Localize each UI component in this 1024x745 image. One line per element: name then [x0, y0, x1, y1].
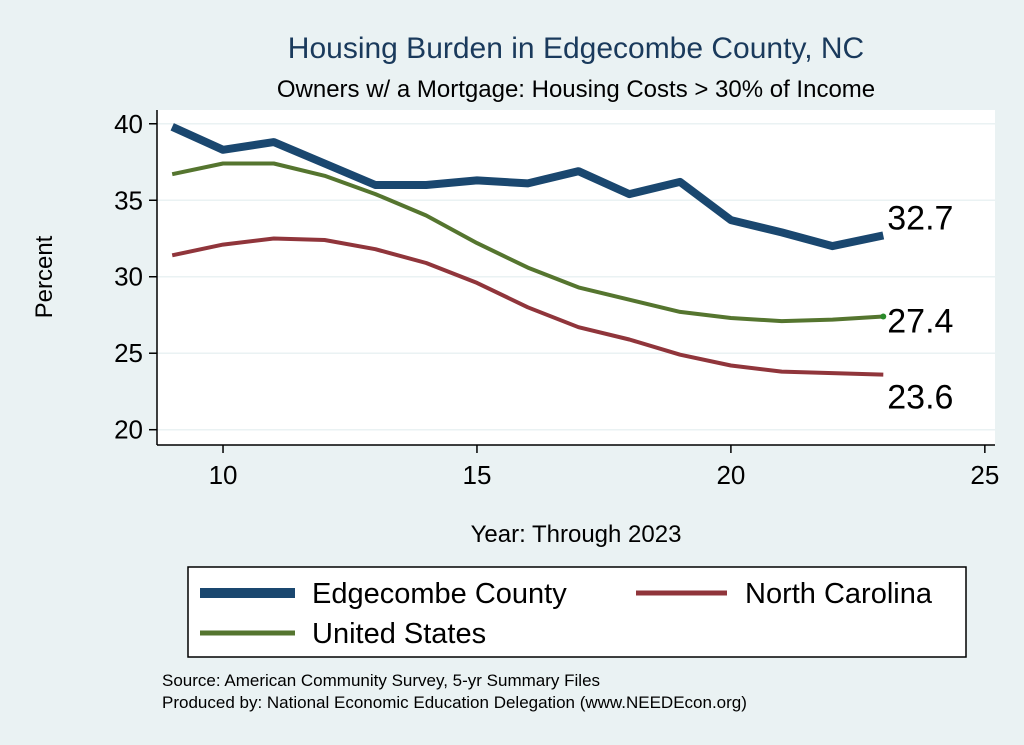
plot-area [157, 110, 995, 445]
y-tick-label: 35 [114, 185, 143, 215]
source-note: Source: American Community Survey, 5-yr … [162, 671, 600, 690]
gridlines [157, 123, 995, 431]
x-tick-label: 20 [716, 460, 745, 490]
end-labels: 32.7 23.6 27.4 [887, 199, 953, 416]
y-tick-label: 25 [114, 338, 143, 368]
end-label-north-carolina: 23.6 [887, 379, 953, 417]
y-tick-label: 30 [114, 262, 143, 292]
series-line-edgecombe-county [170, 123, 885, 251]
series-lines [170, 123, 887, 377]
x-tick-label: 15 [463, 460, 492, 490]
legend-box [187, 566, 967, 658]
legend-label-united-states: United States [312, 618, 486, 650]
end-label-united-states: 27.4 [887, 303, 953, 341]
series-endpoint-united-states [880, 313, 887, 320]
y-tick-label: 20 [114, 415, 143, 445]
chart-title: Housing Burden in Edgecombe County, NC [288, 32, 864, 65]
chart-subtitle: Owners w/ a Mortgage: Housing Costs > 30… [277, 76, 875, 103]
x-tick-label: 25 [970, 460, 999, 490]
legend-label-edgecombe-county: Edgecombe County [312, 578, 567, 610]
x-tick-label: 10 [209, 460, 238, 490]
end-label-edgecombe-county: 32.7 [887, 199, 953, 237]
series-line-north-carolina [171, 236, 884, 377]
produced-by-note: Produced by: National Economic Education… [162, 693, 747, 712]
legend: Edgecombe County North Carolina United Sta… [187, 566, 967, 658]
series-line-united-states [171, 161, 884, 324]
legend-label-north-carolina: North Carolina [745, 578, 933, 610]
y-tick-label: 40 [114, 109, 143, 139]
axes: 20 25 30 35 40 10 15 20 25 [114, 109, 999, 490]
x-axis-title: Year: Through 2023 [471, 521, 682, 548]
y-axis-title: Percent [31, 235, 58, 318]
